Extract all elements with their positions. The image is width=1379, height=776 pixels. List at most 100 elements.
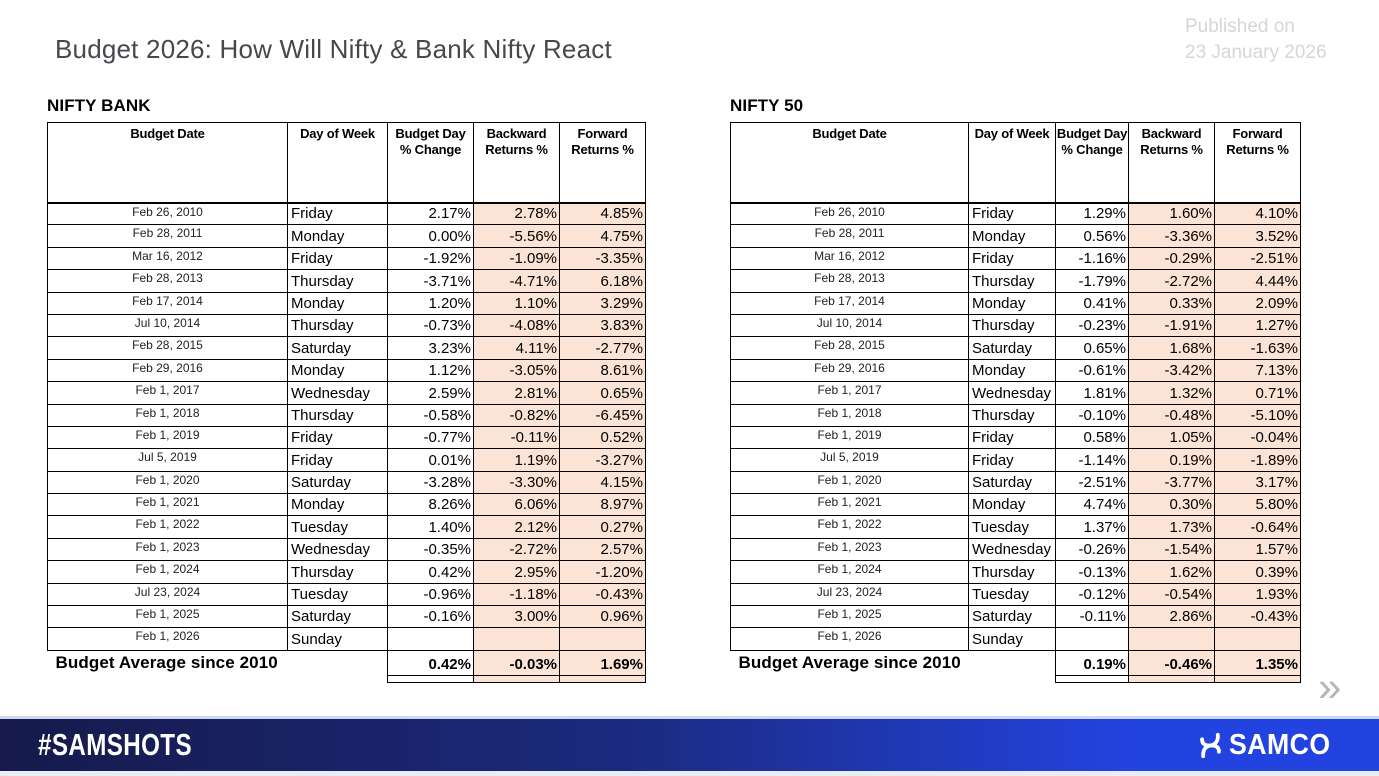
backward-returns-cell: -1.18%: [473, 582, 560, 607]
forward-returns-cell: 0.65%: [559, 381, 646, 405]
budget-date-cell: Feb 28, 2015: [47, 336, 288, 360]
budget-day-change-cell: -3.28%: [387, 470, 474, 495]
forward-returns-cell: -0.43%: [1214, 605, 1301, 629]
strip-spacer: [731, 675, 1056, 682]
budget-day-change-cell: 0.56%: [1055, 224, 1129, 248]
day-of-week-cell: Saturday: [968, 470, 1056, 495]
backward-returns-cell: 0.19%: [1128, 448, 1215, 472]
budget-date-cell: Feb 29, 2016: [47, 358, 288, 383]
budget-day-change-cell: [1055, 627, 1129, 651]
day-of-week-cell: Saturday: [287, 470, 388, 495]
table-row: Feb 28, 2015 Saturday 0.65% 1.68% -1.63%: [730, 336, 1301, 360]
table-row: Feb 1, 2025 Saturday -0.16% 3.00% 0.96%: [47, 605, 646, 629]
backward-returns-cell: -3.42%: [1128, 358, 1215, 383]
backward-returns-cell: 1.05%: [1128, 425, 1215, 450]
published-date: 23 January 2026: [1185, 42, 1327, 63]
footer-bar: #SAMSHOTS SAMCO: [0, 719, 1379, 771]
day-of-week-cell: Saturday: [287, 605, 388, 629]
samco-brand-text: SAMCO: [1228, 728, 1331, 761]
budget-day-change-cell: 1.20%: [387, 291, 474, 315]
day-of-week-cell: Thursday: [287, 269, 388, 293]
backward-returns-cell: -1.09%: [473, 246, 560, 271]
table-row: Feb 29, 2016 Monday -0.61% -3.42% 7.13%: [730, 358, 1301, 383]
backward-returns-cell: -2.72%: [1128, 269, 1215, 293]
nifty-bank-table: Budget Date Day of Week Budget Day% Change…: [47, 122, 646, 683]
forward-returns-cell: 8.61%: [559, 358, 646, 383]
column-header: Forward Returns %: [1214, 122, 1301, 204]
strip-spacer: [48, 675, 388, 682]
column-underline: [559, 674, 646, 683]
budget-date-cell: Feb 1, 2025: [47, 605, 288, 629]
table-row: Feb 1, 2017 Wednesday 1.81% 1.32% 0.71%: [730, 381, 1301, 405]
backward-returns-cell: 2.86%: [1128, 605, 1215, 629]
backward-returns-cell: -4.08%: [473, 313, 560, 338]
forward-returns-cell: 0.39%: [1214, 560, 1301, 584]
budget-date-cell: Feb 28, 2013: [730, 269, 969, 293]
budget-date-cell: Jul 5, 2019: [47, 448, 288, 472]
budget-date-cell: Feb 1, 2023: [47, 537, 288, 562]
budget-date-cell: Jul 23, 2024: [730, 582, 969, 607]
nifty-bank-section: NIFTY BANK Budget Date Day of Week Budget …: [47, 97, 646, 683]
day-of-week-cell: Sunday: [968, 627, 1056, 651]
table-row: Feb 28, 2013 Thursday -1.79% -2.72% 4.44%: [730, 269, 1301, 293]
day-of-week-cell: Tuesday: [968, 515, 1056, 539]
footer-bottom-strip: [0, 771, 1379, 776]
forward-returns-cell: 1.93%: [1214, 582, 1301, 607]
forward-returns-cell: 4.85%: [559, 201, 646, 226]
budget-date-cell: Feb 1, 2024: [47, 560, 288, 584]
budget-date-cell: Feb 1, 2022: [730, 515, 969, 539]
table-footer-strip: [48, 674, 646, 683]
budget-date-cell: Feb 28, 2011: [730, 224, 969, 248]
average-value-cell: -0.03%: [473, 649, 560, 676]
header-row: Budget Date Day of Week Budget Day% Change…: [730, 122, 1301, 204]
forward-returns-cell: [559, 627, 646, 651]
backward-returns-cell: -1.54%: [1128, 537, 1215, 562]
backward-returns-cell: 1.68%: [1128, 336, 1215, 360]
backward-returns-cell: 2.95%: [473, 560, 560, 584]
published-label: Published on: [1185, 16, 1295, 37]
table-row: Feb 1, 2022 Tuesday 1.40% 2.12% 0.27%: [47, 515, 646, 539]
backward-returns-cell: 2.78%: [473, 201, 560, 226]
forward-returns-cell: 0.27%: [559, 515, 646, 539]
backward-returns-cell: 1.19%: [473, 448, 560, 472]
table-row: Feb 1, 2023 Wednesday -0.26% -1.54% 1.57%: [730, 537, 1301, 562]
budget-day-change-cell: -0.12%: [1055, 582, 1129, 607]
budget-date-cell: Feb 28, 2011: [47, 224, 288, 248]
nifty-50-table: Budget Date Day of Week Budget Day% Change…: [730, 122, 1301, 683]
day-of-week-cell: Monday: [968, 224, 1056, 248]
budget-day-change-cell: -0.35%: [387, 537, 474, 562]
forward-returns-cell: -0.64%: [1214, 515, 1301, 539]
forward-returns-cell: -2.51%: [1214, 246, 1301, 271]
nifty-50-section: NIFTY 50 Budget Date Day of Week Budget Da…: [730, 97, 1301, 683]
day-of-week-cell: Friday: [287, 448, 388, 472]
table-row: Jul 23, 2024 Tuesday -0.12% -0.54% 1.93%: [730, 582, 1301, 607]
column-header: Budget Date: [730, 122, 969, 204]
forward-returns-cell: 3.29%: [559, 291, 646, 315]
day-of-week-cell: Saturday: [968, 605, 1056, 629]
average-label: Budget Average since 2010: [738, 653, 961, 673]
forward-returns-cell: -5.10%: [1214, 403, 1301, 427]
budget-day-change-cell: 1.37%: [1055, 515, 1129, 539]
day-of-week-cell: Friday: [287, 201, 388, 226]
column-header: Backward Returns %: [1128, 122, 1215, 204]
column-header: Budget Date: [47, 122, 288, 204]
forward-returns-cell: -1.63%: [1214, 336, 1301, 360]
budget-day-change-cell: -3.71%: [387, 269, 474, 293]
budget-day-change-cell: 0.00%: [387, 224, 474, 248]
budget-day-change-cell: 3.23%: [387, 336, 474, 360]
budget-date-cell: Mar 16, 2012: [730, 246, 969, 271]
budget-day-change-cell: -0.96%: [387, 582, 474, 607]
day-of-week-cell: Thursday: [968, 560, 1056, 584]
day-of-week-cell: Sunday: [287, 627, 388, 651]
average-value-cell: 0.42%: [387, 649, 474, 676]
table-row: Feb 28, 2011 Monday 0.56% -3.36% 3.52%: [730, 224, 1301, 248]
day-of-week-cell: Monday: [287, 493, 388, 517]
budget-date-cell: Feb 1, 2025: [730, 605, 969, 629]
column-underline: [473, 674, 560, 683]
day-of-week-cell: Monday: [968, 493, 1056, 517]
budget-date-cell: Feb 28, 2015: [730, 336, 969, 360]
next-page-icon[interactable]: »: [1318, 663, 1342, 710]
average-label: Budget Average since 2010: [55, 653, 278, 673]
column-header: Forward Returns %: [559, 122, 646, 204]
budget-day-change-cell: -0.11%: [1055, 605, 1129, 629]
